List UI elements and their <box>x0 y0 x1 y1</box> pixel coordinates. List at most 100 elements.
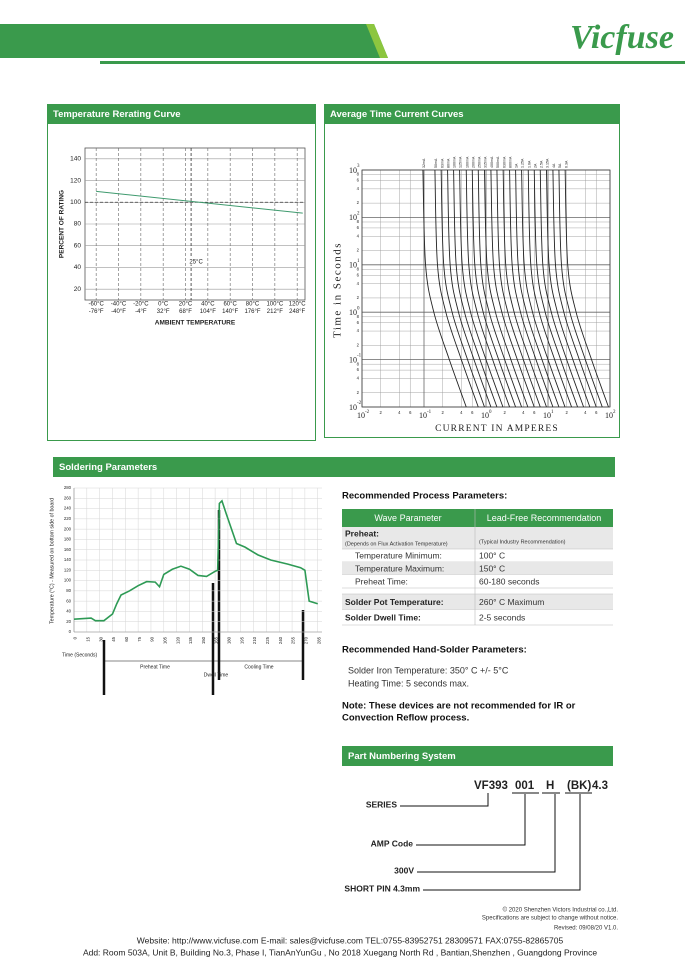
x-tick-label: 0°C <box>158 302 169 308</box>
y-minor-label: 4 <box>357 233 360 238</box>
table-cell: 150° C <box>479 563 505 573</box>
y-tick-label: 200 <box>64 526 72 531</box>
x-tick-exponent: 2 <box>613 410 616 415</box>
data-line <box>434 169 479 408</box>
x-tick-label: 10 <box>481 411 489 420</box>
part-code: VF393 001 H (BK) 4.3 <box>474 780 608 792</box>
y-tick-label: 120 <box>64 567 72 572</box>
x-tick-label: 100°C <box>266 302 283 308</box>
x-minor-label: 4 <box>584 410 587 415</box>
table-row <box>342 527 613 549</box>
series-label: 6.3A <box>564 160 568 168</box>
y-minor-label: 8 <box>357 267 360 272</box>
y-tick-label: 10 <box>349 261 357 270</box>
part-label: 300V <box>394 865 414 875</box>
y-tick-exponent: -1 <box>357 354 362 359</box>
x-axis-title: AMBIENT TEMPERATURE <box>155 320 236 327</box>
data-line <box>471 169 517 408</box>
series-label: 1.6A <box>527 160 531 168</box>
series-label: 800mA <box>509 156 513 168</box>
y-minor-label: 2 <box>357 342 360 347</box>
notice: Specifications are subject to change wit… <box>482 916 618 922</box>
header-band <box>0 24 388 58</box>
section-title: Temperature Rerating Curve <box>53 109 181 120</box>
section-bar <box>47 104 316 124</box>
x-tick-label: 105 <box>162 636 167 644</box>
note: Note: These devices are not recommended … <box>342 701 576 712</box>
data-line <box>539 169 585 408</box>
y-tick-label: 240 <box>64 506 72 511</box>
x-tick-sublabel: 248°F <box>289 309 305 315</box>
series-label: 1A <box>515 163 519 168</box>
x-tick-label: 60 <box>124 636 129 641</box>
table-cell: 260° C Maximum <box>479 597 544 607</box>
x-tick-exponent: 0 <box>489 410 492 415</box>
y-minor-label: 6 <box>357 178 360 183</box>
data-line <box>509 169 554 408</box>
x-axis-title: Time (Seconds) <box>62 652 97 658</box>
y-tick-label: 60 <box>66 598 71 603</box>
series-label: 160mA <box>465 156 469 168</box>
logo: Vicfuse <box>570 19 674 56</box>
x-tick-sublabel: -4°F <box>135 309 147 315</box>
y-minor-label: 6 <box>357 272 360 277</box>
y-tick-label: 280 <box>64 485 72 490</box>
part-label: SHORT PIN 4.3mm <box>344 883 420 893</box>
y-axis-title: PERCENT OF RATING <box>59 190 66 258</box>
y-minor-label: 2 <box>357 295 360 300</box>
y-axis-title: Temperature (°C) - Measured on bottom si… <box>49 498 55 624</box>
data-line <box>484 169 529 408</box>
part-connectors <box>400 792 592 891</box>
x-minor-label: 4 <box>398 410 401 415</box>
x-minor-label: 4 <box>460 410 463 415</box>
y-tick-label: 10 <box>349 308 357 317</box>
y-tick-label: 140 <box>70 156 81 163</box>
x-tick-label: 45 <box>111 636 116 641</box>
x-minor-label: 4 <box>522 410 525 415</box>
y-minor-label: 4 <box>357 328 360 333</box>
data-line <box>515 169 560 408</box>
data-line <box>527 169 572 408</box>
x-tick-label: 30 <box>98 636 103 641</box>
x-tick-label: 270 <box>304 636 309 644</box>
data-line <box>552 169 597 408</box>
table-row <box>342 610 613 625</box>
table-row <box>342 549 613 562</box>
paragraph: Heating Time: 5 seconds max. <box>348 678 469 688</box>
data-line <box>521 169 566 408</box>
data-line <box>453 169 498 408</box>
x-tick-label: -60°C <box>88 302 104 308</box>
y-tick-label: 40 <box>74 264 82 271</box>
data-line <box>73 499 318 622</box>
table-row <box>342 575 613 588</box>
y-minor-label: 4 <box>357 281 360 286</box>
table-cell: Temperature Maximum: <box>355 563 444 573</box>
x-tick-label: 195 <box>239 636 244 644</box>
contact: Website: http://www.vicfuse.com E-mail: … <box>137 935 564 945</box>
x-tick-label: 90 <box>150 636 155 641</box>
x-tick-label: 20°C <box>179 302 193 308</box>
x-tick-label: 165 <box>214 636 219 644</box>
series-label: 3.15A <box>546 158 550 168</box>
table-header-cell: Lead-Free Recommendation <box>487 513 602 523</box>
section-bar <box>53 457 615 477</box>
phase-label: Cooling Time <box>244 664 273 670</box>
x-tick-sublabel: 212°F <box>267 309 283 315</box>
y-tick-label: 80 <box>74 221 82 228</box>
table-header <box>342 509 613 527</box>
y-tick-label: 100 <box>70 199 81 206</box>
x-tick-label: 10 <box>605 411 613 420</box>
series-label: 200mA <box>471 156 475 168</box>
x-tick-label: 15 <box>85 636 90 641</box>
section-frame <box>47 104 316 441</box>
y-minor-label: 8 <box>357 361 360 366</box>
x-tick-label: 120°C <box>289 302 306 308</box>
part-code-segment: VF393 <box>474 780 508 792</box>
y-tick-label: 160 <box>64 547 72 552</box>
data-line <box>558 169 603 408</box>
series-label: 400mA <box>490 156 494 168</box>
y-minor-label: 4 <box>357 186 360 191</box>
phase-label: Dwell Time <box>204 672 229 678</box>
section-bar <box>324 104 620 124</box>
data-line <box>477 169 523 408</box>
